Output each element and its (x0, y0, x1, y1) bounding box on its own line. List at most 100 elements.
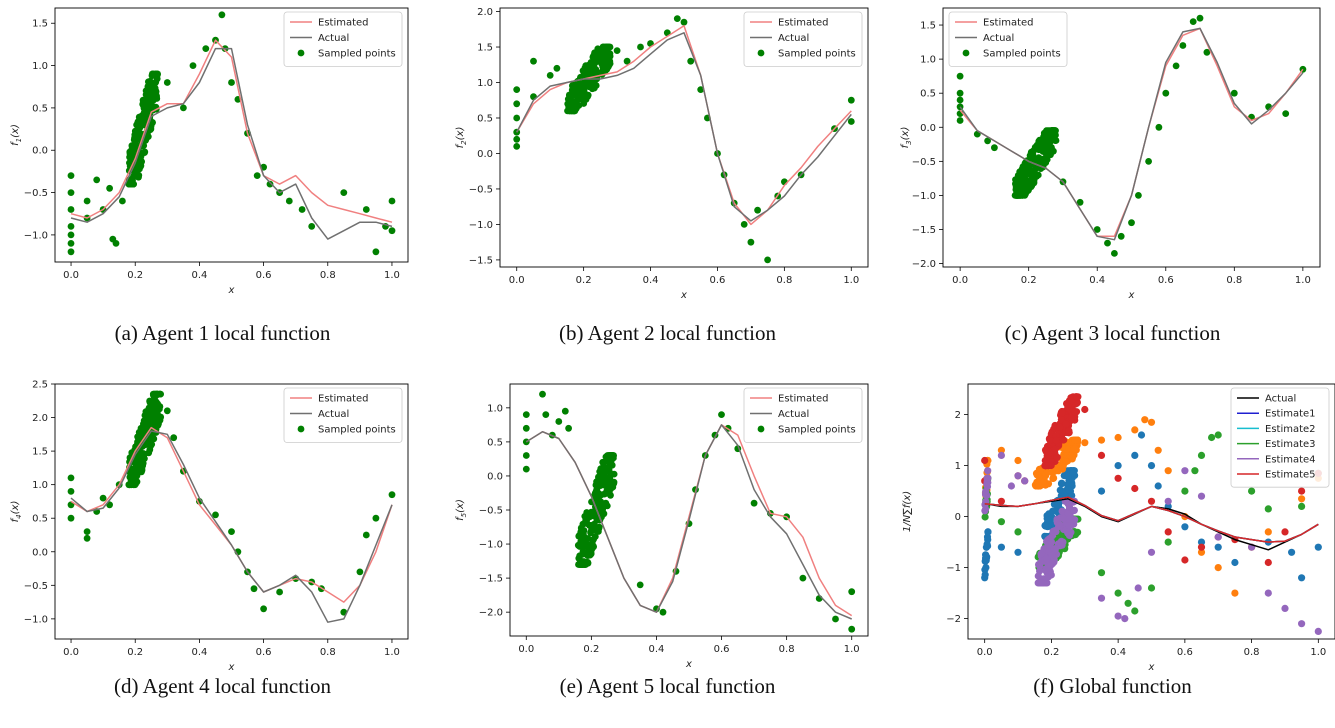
y-tick-label: −1.0 (469, 220, 493, 231)
data-point (553, 64, 561, 72)
y-tick-label: 1 (955, 461, 961, 472)
plot-marks (67, 390, 396, 623)
data-point (602, 44, 609, 52)
legend-entry: Actual (778, 33, 809, 44)
data-point (156, 390, 164, 398)
chart-agent-3: 0.0 0.2 0.4 0.6 0.8 1.0 −2.0 −1.5 −1.0 −0.5 0.0 0.5… (900, 7, 1321, 301)
caption-agent-5: (e) Agent 5 local function (559, 674, 776, 698)
data-point (574, 92, 582, 100)
y-axis-label-tail: (x) (10, 124, 21, 138)
panel-agent-5: 0.0 0.2 0.4 0.6 0.8 1.0 −2.0 −1.5 −1.0 −0.5 0.0 0.5… (445, 364, 890, 728)
x-tick-label: 1.0 (843, 275, 859, 286)
data-point (1046, 145, 1054, 153)
series-points-7 (981, 416, 1322, 597)
y-axis-label-tail: (x) (455, 127, 466, 141)
caption-agent-4: (d) Agent 4 local function (114, 674, 331, 698)
y-axis-label-tail: (x) (900, 127, 911, 141)
data-point (228, 79, 235, 86)
data-point (1181, 523, 1189, 531)
y-tick-label: −1 (946, 563, 961, 574)
data-point (1111, 250, 1118, 257)
data-point (1196, 14, 1204, 22)
data-point (1114, 462, 1122, 470)
data-point (1012, 176, 1019, 184)
data-point (1298, 574, 1306, 582)
data-point (1298, 487, 1306, 495)
data-point (1021, 477, 1029, 485)
data-point (1145, 158, 1152, 165)
x-tick-label: 0.8 (320, 270, 336, 281)
data-point (1134, 584, 1142, 592)
data-point (593, 68, 601, 76)
x-tick-label: 0.8 (776, 275, 792, 286)
y-tick-label: −1.5 (912, 225, 936, 236)
data-point (1128, 219, 1135, 227)
data-point (148, 435, 156, 443)
data-point (1131, 607, 1139, 615)
plot-frame (942, 7, 1321, 268)
data-point (1147, 418, 1156, 426)
legend-entry: Sampled points (318, 49, 396, 60)
data-point (1104, 239, 1111, 247)
data-point (83, 528, 91, 535)
data-point (1071, 436, 1079, 444)
x-tick-label: 0.0 (63, 647, 79, 658)
data-point (67, 474, 75, 482)
data-point (847, 118, 855, 125)
data-point (600, 490, 608, 498)
legend-entry: Sampled points (778, 49, 856, 60)
data-point (141, 412, 149, 419)
data-point (1052, 436, 1060, 445)
data-point (1147, 462, 1156, 470)
data-point (1051, 445, 1060, 453)
data-point (1065, 515, 1073, 524)
data-point (1064, 510, 1072, 518)
data-point (1097, 569, 1106, 577)
series-line-0 (70, 39, 393, 223)
data-point (1124, 599, 1132, 607)
data-point (1282, 110, 1290, 117)
legend-entry: Estimate4 (1265, 454, 1316, 465)
data-point (604, 483, 611, 491)
data-point (1214, 564, 1222, 572)
data-point (1038, 155, 1046, 163)
data-point (1039, 143, 1047, 151)
data-point (579, 83, 587, 91)
plot-marks (981, 393, 1322, 635)
data-point (522, 411, 530, 418)
data-point (1050, 474, 1058, 482)
plot-frame (499, 7, 869, 268)
legend-marker (962, 49, 970, 57)
data-point (984, 467, 992, 475)
y-axis-label-main: f (455, 143, 466, 148)
legend-entry: Estimate2 (1265, 424, 1316, 435)
chart-agent-1: 0.0 0.2 0.4 0.6 0.8 1.0 −1.0 −0.5 0.0 0.5 1.0 1.5 x f… (10, 7, 409, 296)
data-point (372, 514, 380, 522)
data-point (1197, 543, 1206, 551)
data-point (597, 58, 605, 66)
x-tick-label: 0.6 (256, 647, 272, 658)
data-point (587, 548, 595, 556)
data-point (606, 491, 614, 498)
data-point (1062, 420, 1070, 428)
series-points-2 (956, 14, 1307, 257)
data-point (997, 446, 1005, 454)
data-point (189, 62, 197, 69)
data-point (1081, 439, 1089, 447)
data-point (1137, 431, 1146, 439)
data-point (1147, 584, 1156, 592)
x-tick-label: 0.2 (1021, 275, 1037, 286)
data-point (1051, 545, 1059, 553)
data-point (513, 128, 521, 136)
y-axis-label-tail: (x) (10, 501, 21, 515)
panel-global: 0.0 0.2 0.4 0.6 0.8 1.0 −2 −1 0 1 2 x 1/N∑f(x) Actual… (890, 364, 1335, 728)
data-point (1230, 89, 1238, 97)
series-points-9 (981, 393, 1322, 567)
data-point (1044, 573, 1052, 581)
data-point (530, 57, 537, 65)
data-point (740, 221, 748, 228)
data-point (260, 605, 267, 613)
caption-agent-2: (b) Agent 2 local function (559, 321, 776, 345)
data-point (1058, 409, 1066, 417)
data-point (982, 554, 991, 562)
